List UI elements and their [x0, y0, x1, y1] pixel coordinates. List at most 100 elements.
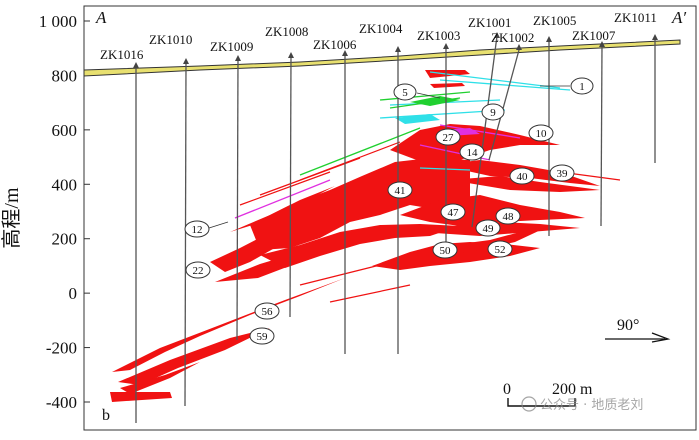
drillhole-line — [236, 58, 239, 341]
plot-frame — [83, 5, 697, 431]
callout-10: 10 — [528, 124, 554, 142]
callout-48: 48 — [495, 207, 521, 225]
callout-5: 5 — [393, 83, 441, 101]
y-tick-label: 200 — [52, 230, 78, 249]
callout-text: 5 — [402, 87, 408, 99]
orebody-shape — [430, 83, 465, 88]
callout-text: 41 — [395, 185, 406, 197]
callout-text: 27 — [443, 132, 455, 144]
orebody-shape — [120, 362, 200, 394]
orebody-streak — [329, 284, 411, 303]
callout-59: 59 — [249, 327, 275, 345]
watermark: 公众号 · 地质老刘 — [521, 396, 643, 413]
y-tick-label: 400 — [52, 175, 78, 194]
callout-text: 40 — [517, 171, 529, 183]
collar-marker — [546, 36, 552, 42]
callout-12: 12 — [184, 220, 229, 238]
orebody-shape — [410, 96, 460, 106]
drillhole-label: ZK1005 — [533, 13, 576, 28]
callout-text: 9 — [490, 107, 496, 119]
callout-22: 22 — [185, 261, 211, 279]
y-tick-label: 1 000 — [39, 12, 77, 31]
drillhole-label: ZK1003 — [417, 28, 460, 43]
callout-text: 56 — [262, 306, 274, 318]
drillhole-label: ZK1010 — [149, 32, 192, 47]
y-tick-label: -200 — [46, 339, 77, 358]
callout-50: 50 — [432, 241, 458, 259]
scale-bar-line — [507, 398, 576, 407]
collar-marker — [288, 52, 294, 58]
scale-bar: 0 200 m — [503, 381, 593, 407]
callout-text: 48 — [503, 211, 515, 223]
callout-text: 47 — [448, 207, 460, 219]
callout-text: 59 — [257, 331, 269, 343]
terrain-surface — [83, 39, 681, 77]
section-start-label: A — [95, 8, 107, 27]
orebody-shape — [395, 114, 440, 124]
collar-marker — [443, 43, 449, 49]
drillhole-label: ZK1004 — [359, 21, 403, 36]
orebody-callouts: 1 5 9 10 27 14 41 40 — [184, 77, 594, 345]
orebody-shape — [260, 224, 460, 268]
drillhole-label: ZK1008 — [265, 24, 308, 39]
callout-text: 14 — [467, 147, 479, 159]
orebody-streak — [234, 179, 331, 219]
callout-49: 49 — [475, 219, 501, 237]
y-axis-title: 高程/m — [0, 187, 23, 249]
callout-39: 39 — [549, 164, 575, 182]
orientation-arrowhead-icon — [651, 332, 671, 343]
orientation-label: 90° — [617, 317, 639, 334]
callout-14: 14 — [459, 143, 485, 161]
collar-marker — [395, 46, 401, 52]
y-tick-label: -400 — [46, 393, 77, 412]
drillhole-line — [471, 35, 498, 228]
watermark-text: 公众号 · 地质老刘 — [540, 398, 643, 413]
collar-marker — [494, 32, 500, 38]
drillhole-line — [488, 49, 520, 161]
drillhole-line — [184, 61, 187, 407]
drillhole-label: ZK1007 — [572, 28, 616, 43]
callout-41: 41 — [387, 181, 413, 199]
orebody-streak — [439, 124, 521, 139]
orebody-streak — [379, 91, 471, 101]
callout-text: 52 — [495, 244, 506, 256]
callout-56: 56 — [254, 302, 280, 320]
orebody-streak — [299, 264, 381, 286]
orebody-shape — [250, 158, 470, 250]
drillhole-label: ZK1002 — [491, 30, 534, 45]
drillhole-line — [600, 44, 603, 227]
callout-9: 9 — [481, 103, 505, 121]
collar-marker — [652, 34, 658, 40]
drillhole-line — [289, 55, 292, 318]
drillhole-label: ZK1011 — [614, 10, 657, 25]
orientation-indicator: 90° — [605, 317, 671, 343]
orebody-streak — [429, 71, 561, 89]
orebody-streak — [419, 167, 471, 171]
collar-marker — [516, 44, 522, 50]
callout-text: 12 — [192, 224, 203, 236]
callout-text: 22 — [193, 265, 204, 277]
callout-40: 40 — [509, 167, 535, 185]
callout-text: 1 — [579, 81, 585, 93]
drillhole-collars — [133, 32, 658, 68]
scale-zero-label: 0 — [503, 381, 511, 398]
y-tick-label: 0 — [69, 284, 78, 303]
orebody-shape — [112, 278, 345, 372]
section-end-label: A′ — [671, 8, 686, 27]
collar-marker — [235, 55, 241, 61]
y-tick-label: 600 — [52, 121, 78, 140]
y-tick-label: 800 — [52, 66, 78, 85]
y-axis-ticks: 1 000 800 600 400 200 0 -200 -400 — [39, 12, 90, 412]
orebody-group — [110, 70, 621, 402]
callout-52: 52 — [487, 240, 513, 258]
scale-distance-label: 200 m — [552, 381, 593, 398]
callout-text: 50 — [440, 245, 452, 257]
collar-marker — [599, 41, 605, 47]
orebody-shape — [118, 328, 270, 385]
orebody-streak — [439, 79, 571, 91]
callout-text: 49 — [483, 223, 495, 235]
orebody-streak — [239, 171, 331, 206]
collar-marker — [183, 58, 189, 64]
